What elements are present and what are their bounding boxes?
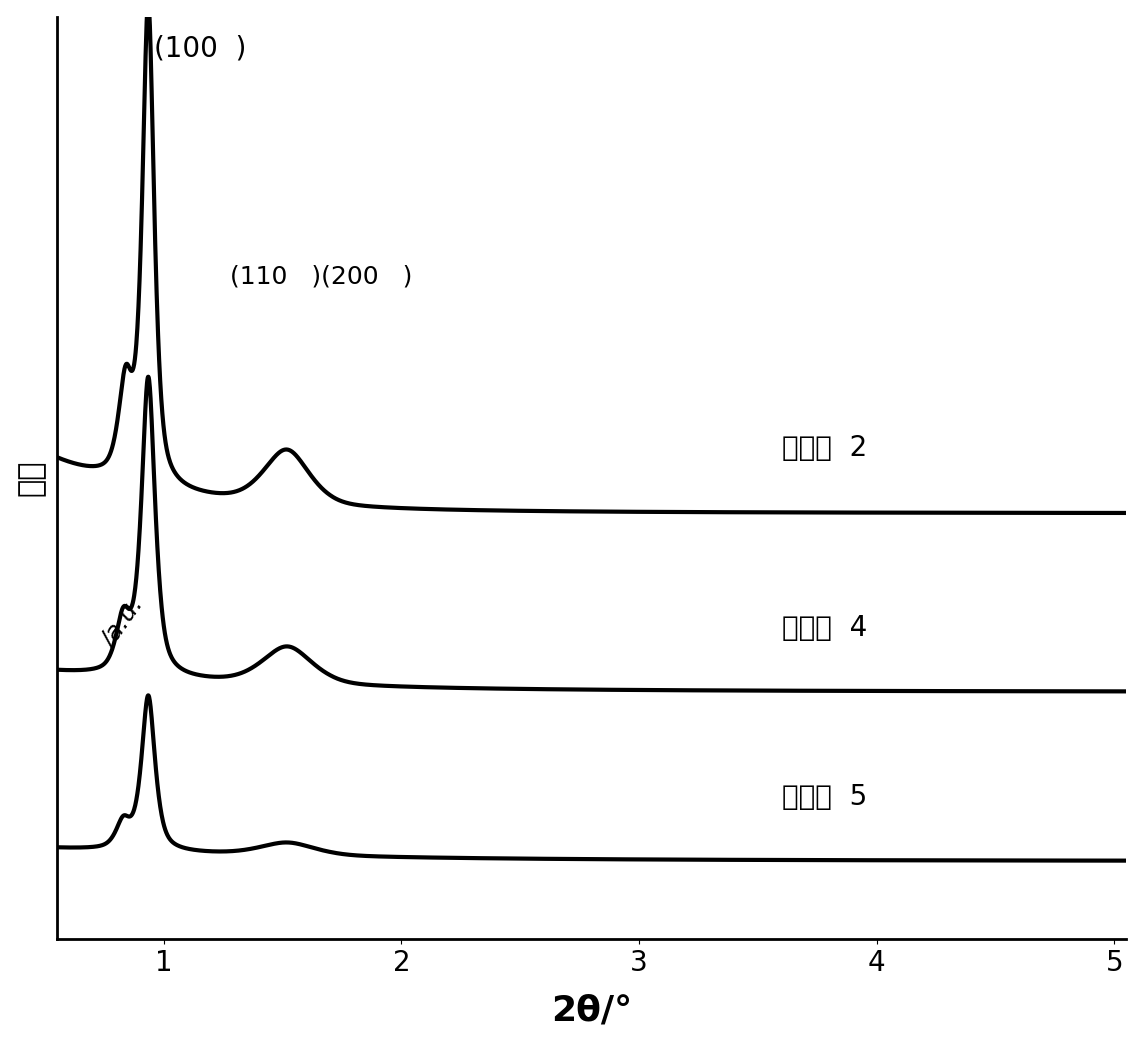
Text: 实施例  5: 实施例 5 [782,783,866,811]
X-axis label: 2θ/°: 2θ/° [551,993,632,1027]
Text: /a.u.: /a.u. [97,593,149,652]
Text: (100  ): (100 ) [154,34,247,63]
Y-axis label: 强度: 强度 [17,459,46,496]
Text: (110   )(200   ): (110 )(200 ) [230,264,413,288]
Text: 实施例  4: 实施例 4 [782,614,866,642]
Text: 对比例  2: 对比例 2 [782,434,866,462]
